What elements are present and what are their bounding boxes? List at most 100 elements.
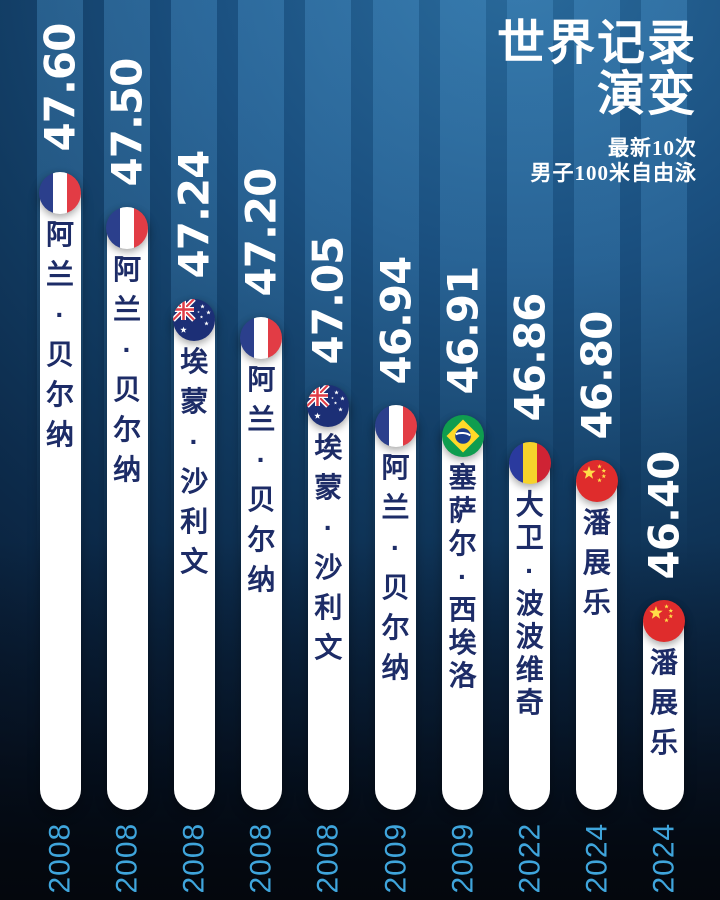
subtitle-line1: 最新10次 xyxy=(608,136,697,160)
swimmer-name-char: 潘 xyxy=(582,507,611,538)
swimmer-name-char: · xyxy=(55,299,65,330)
year-label: 2024 xyxy=(580,822,614,893)
year-label: 2008 xyxy=(110,822,144,893)
swimmer-name-char: 尔 xyxy=(113,414,142,445)
swimmer-name-char: 尔 xyxy=(45,379,74,410)
chart-subtitle: 最新10次 男子100米自由泳 xyxy=(497,136,697,186)
time-label: 46.91 xyxy=(438,266,488,394)
china-flag-icon xyxy=(642,600,685,642)
swimmer-name-char: 蒙 xyxy=(180,386,209,417)
record-bar: 塞萨尔 · 西埃洛 xyxy=(442,418,484,810)
australia-flag-icon xyxy=(307,385,350,427)
swimmer-name-char: 展 xyxy=(649,687,678,718)
swimmer-name: 阿兰 · 贝尔纳 xyxy=(40,221,81,461)
record-bar: 潘展乐 xyxy=(576,463,618,810)
swimmer-name-char: 波 xyxy=(515,588,544,619)
australia-flag-icon xyxy=(173,299,216,341)
swimmer-name-char: 大 xyxy=(515,489,544,520)
swimmer-name-char: · xyxy=(390,532,401,563)
time-label: 47.60 xyxy=(35,23,85,151)
swimmer-name-char: 阿 xyxy=(113,254,142,285)
swimmer-name-char: 文 xyxy=(180,546,209,577)
swimmer-name-char: 埃 xyxy=(180,346,209,377)
swimmer-name-char: 奇 xyxy=(515,687,544,718)
year-label: 2008 xyxy=(43,822,77,893)
time-label: 47.50 xyxy=(102,58,152,186)
subtitle-line2: 男子100米自由泳 xyxy=(530,161,697,185)
record-bar: 阿兰 · 贝尔纳 xyxy=(39,175,81,810)
year-label: 2008 xyxy=(244,822,278,893)
swimmer-name-char: · xyxy=(256,444,266,475)
swimmer-name-char: 贝 xyxy=(247,484,276,515)
time-label: 47.20 xyxy=(236,168,286,296)
swimmer-name: 埃蒙 · 沙利文 xyxy=(174,348,215,588)
swimmer-name-char: 塞 xyxy=(448,462,477,493)
year-label: 2008 xyxy=(311,822,345,893)
swimmer-name-char: 维 xyxy=(515,654,544,685)
swimmer-name-char: 萨 xyxy=(448,495,477,526)
swimmer-name: 埃蒙 · 沙利文 xyxy=(308,434,349,674)
time-label: 46.40 xyxy=(639,451,689,579)
swimmer-name: 塞萨尔 · 西埃洛 xyxy=(442,464,483,695)
record-bar: 阿兰 · 贝尔纳 xyxy=(240,320,282,810)
year-label: 2009 xyxy=(379,822,413,893)
swimmer-name-char: 埃 xyxy=(448,627,477,658)
swimmer-name-char: · xyxy=(457,561,468,592)
swimmer-name-char: 洛 xyxy=(448,660,477,691)
swimmer-name: 阿兰 · 贝尔纳 xyxy=(241,366,282,606)
swimmer-name-char: 兰 xyxy=(247,404,276,435)
swimmer-name-char: 利 xyxy=(314,592,343,623)
swimmer-name: 潘展乐 xyxy=(576,509,617,629)
swimmer-name-char: 潘 xyxy=(649,647,678,678)
record-bar: 埃蒙 · 沙利文 xyxy=(173,302,215,810)
year-label: 2022 xyxy=(513,822,547,893)
swimmer-name-char: · xyxy=(525,555,535,586)
swimmer-name-char: 阿 xyxy=(45,219,74,250)
time-label: 46.86 xyxy=(505,293,555,421)
swimmer-name-char: 贝 xyxy=(113,374,142,405)
swimmer-name-char: 埃 xyxy=(314,432,343,463)
year-label: 2024 xyxy=(647,822,681,893)
swimmer-name-char: 纳 xyxy=(113,454,142,485)
swimmer-name-char: 尔 xyxy=(247,524,276,555)
brazil-flag-icon xyxy=(441,415,484,457)
swimmer-name-char: · xyxy=(189,426,199,457)
france-flag-icon xyxy=(39,172,81,214)
year-label: 2008 xyxy=(177,822,211,893)
time-label: 46.94 xyxy=(371,256,421,384)
swimmer-name-char: 贝 xyxy=(381,572,410,603)
record-bar: 埃蒙 · 沙利文 xyxy=(307,388,349,810)
swimmer-name: 阿兰 · 贝尔纳 xyxy=(107,256,148,496)
france-flag-icon xyxy=(240,317,283,359)
swimmer-name-char: 贝 xyxy=(45,339,74,370)
time-label: 47.05 xyxy=(303,236,353,364)
record-bar: 大卫 · 波波维奇 xyxy=(509,445,551,810)
swimmer-name-char: 兰 xyxy=(113,294,142,325)
time-label: 47.24 xyxy=(169,150,219,278)
swimmer-name-char: 西 xyxy=(448,594,477,625)
swimmer-name-char: 展 xyxy=(582,547,611,578)
swimmer-name: 潘展乐 xyxy=(643,649,684,769)
swimmer-name-char: 乐 xyxy=(582,587,611,618)
china-flag-icon xyxy=(575,460,618,502)
swimmer-name-char: 利 xyxy=(180,506,209,537)
page-title-line1: 世界记录 xyxy=(496,17,697,70)
france-flag-icon xyxy=(374,405,417,447)
swimmer-name: 阿兰 · 贝尔纳 xyxy=(375,454,416,694)
swimmer-name-char: 阿 xyxy=(247,364,276,395)
record-bar: 阿兰 · 贝尔纳 xyxy=(106,210,148,810)
swimmer-name-char: 纳 xyxy=(247,564,276,595)
swimmer-name-char: 沙 xyxy=(180,466,209,497)
page-title-line2: 演变 xyxy=(596,68,697,121)
swimmer-name-char: 沙 xyxy=(314,552,343,583)
swimmer-name-char: 尔 xyxy=(448,528,477,559)
france-flag-icon xyxy=(106,207,149,249)
time-label: 46.80 xyxy=(572,311,622,439)
chart-header: 世界记录 演变 最新10次 男子100米自由泳 xyxy=(497,18,697,186)
swimmer-name-char: 兰 xyxy=(381,492,410,523)
record-bar: 阿兰 · 贝尔纳 xyxy=(375,408,417,810)
swimmer-name-char: · xyxy=(323,512,334,543)
romania-flag-icon xyxy=(508,442,551,484)
swimmer-name-char: 乐 xyxy=(649,727,678,758)
